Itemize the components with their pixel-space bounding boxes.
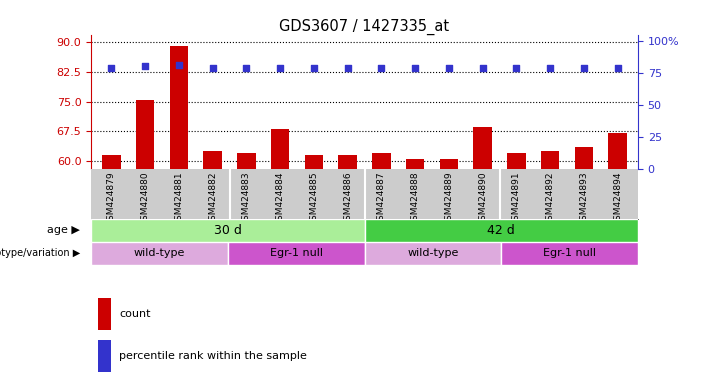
- Text: GSM424886: GSM424886: [343, 171, 352, 226]
- Bar: [372, 153, 390, 169]
- Text: percentile rank within the sample: percentile rank within the sample: [119, 351, 307, 361]
- Point: [477, 65, 489, 71]
- Point: [106, 65, 117, 71]
- Point: [342, 65, 353, 71]
- Text: wild-type: wild-type: [134, 248, 185, 258]
- Bar: [237, 153, 256, 169]
- Text: GSM424894: GSM424894: [613, 171, 622, 226]
- Bar: [365, 242, 501, 265]
- Text: count: count: [119, 309, 151, 319]
- Text: GSM424881: GSM424881: [175, 171, 184, 226]
- Point: [240, 65, 252, 71]
- Text: GSM424891: GSM424891: [512, 171, 521, 226]
- Text: GSM424885: GSM424885: [309, 171, 318, 226]
- Point: [207, 65, 218, 71]
- Text: GSM424893: GSM424893: [580, 171, 588, 226]
- Text: GSM424883: GSM424883: [242, 171, 251, 226]
- Bar: [473, 127, 492, 169]
- Bar: [170, 46, 188, 169]
- Bar: [136, 99, 154, 169]
- Point: [275, 65, 286, 71]
- Point: [173, 62, 184, 68]
- Point: [443, 65, 454, 71]
- Bar: [440, 159, 458, 169]
- Bar: [541, 151, 559, 169]
- Text: wild-type: wild-type: [407, 248, 458, 258]
- Text: GSM424879: GSM424879: [107, 171, 116, 226]
- Text: GSM424887: GSM424887: [377, 171, 386, 226]
- Bar: [98, 298, 111, 330]
- Text: 30 d: 30 d: [214, 224, 242, 237]
- Text: GSM424889: GSM424889: [444, 171, 454, 226]
- Text: GSM424884: GSM424884: [275, 171, 285, 226]
- Text: GSM424882: GSM424882: [208, 171, 217, 226]
- Bar: [203, 151, 222, 169]
- Bar: [575, 147, 593, 169]
- Text: genotype/variation ▶: genotype/variation ▶: [0, 248, 80, 258]
- Text: 42 d: 42 d: [487, 224, 515, 237]
- Bar: [608, 133, 627, 169]
- Point: [409, 65, 421, 71]
- Bar: [507, 153, 526, 169]
- Text: GSM424880: GSM424880: [141, 171, 149, 226]
- Point: [612, 65, 623, 71]
- Bar: [406, 159, 424, 169]
- Bar: [91, 219, 365, 242]
- Bar: [365, 219, 638, 242]
- Text: GSM424888: GSM424888: [411, 171, 420, 226]
- Title: GDS3607 / 1427335_at: GDS3607 / 1427335_at: [280, 18, 449, 35]
- Bar: [102, 155, 121, 169]
- Point: [511, 65, 522, 71]
- Bar: [339, 155, 357, 169]
- Text: Egr-1 null: Egr-1 null: [270, 248, 322, 258]
- Text: GSM424892: GSM424892: [545, 171, 554, 226]
- Point: [139, 63, 151, 70]
- Bar: [501, 242, 638, 265]
- Point: [376, 65, 387, 71]
- Point: [308, 65, 320, 71]
- Bar: [91, 242, 228, 265]
- Bar: [305, 155, 323, 169]
- Bar: [271, 129, 290, 169]
- Bar: [98, 340, 111, 372]
- Text: Egr-1 null: Egr-1 null: [543, 248, 596, 258]
- Point: [578, 65, 590, 71]
- Bar: [228, 242, 365, 265]
- Text: age ▶: age ▶: [48, 225, 80, 235]
- Text: GSM424890: GSM424890: [478, 171, 487, 226]
- Point: [545, 65, 556, 71]
